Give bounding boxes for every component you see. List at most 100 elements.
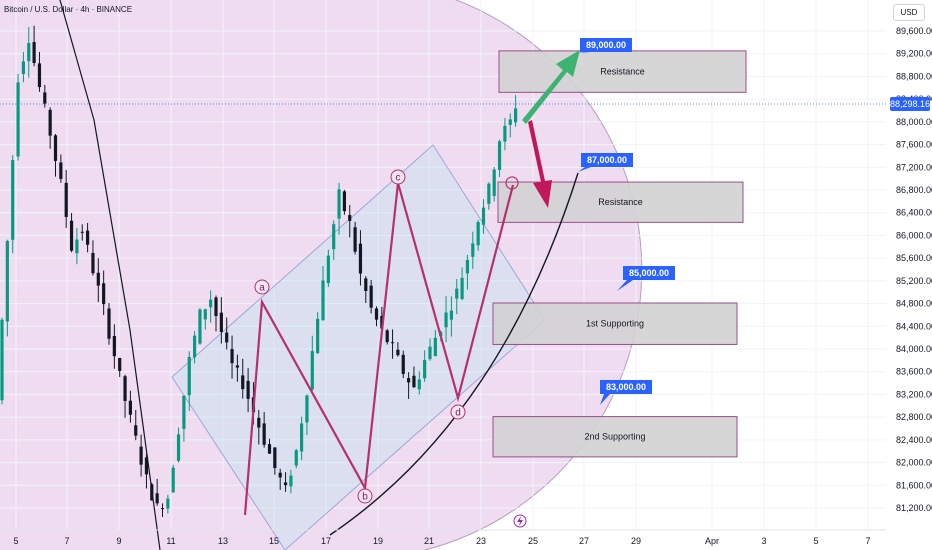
candle-body	[91, 252, 95, 274]
candle-body	[305, 395, 309, 423]
abcd-wave	[243, 182, 515, 516]
target-callout[interactable]	[600, 380, 652, 405]
candle-body	[171, 467, 175, 493]
candle-body	[374, 308, 379, 320]
candle-body	[283, 482, 288, 486]
candle-body	[385, 330, 389, 343]
candle-body	[214, 297, 218, 317]
wave-lines	[59, 0, 579, 550]
y-tick-label: 88,800.00	[896, 71, 932, 81]
candle-body	[407, 378, 411, 383]
candle-body	[337, 189, 341, 219]
candle-body	[53, 135, 58, 161]
y-tick-label: 81,200.00	[896, 503, 932, 513]
x-tick-label: 5	[13, 536, 18, 546]
candle-body	[32, 42, 36, 64]
candle-body	[203, 309, 207, 320]
candle-body	[118, 357, 122, 371]
wave-label-circle	[450, 404, 466, 420]
candle-body	[27, 43, 31, 62]
wave-label-circle	[254, 279, 270, 295]
zone-box	[492, 416, 738, 458]
candles-layer	[0, 25, 518, 517]
candle-body	[48, 109, 52, 136]
arrow-down-icon	[528, 120, 552, 208]
candle-body	[390, 342, 395, 344]
support-curve	[329, 172, 579, 536]
event-icon[interactable]	[513, 514, 527, 528]
y-tick-label: 86,800.00	[896, 185, 932, 195]
candle-body	[16, 82, 20, 157]
candle-body	[64, 182, 68, 217]
zone-label: Resistance	[598, 197, 643, 207]
candle-body	[267, 444, 272, 454]
wave-labels: a b c d	[254, 169, 519, 504]
target-callout[interactable]	[617, 266, 675, 291]
candle-body	[294, 450, 298, 466]
zone-label: 1st Supporting	[586, 319, 644, 329]
candle-body	[0, 319, 4, 401]
candle-body	[428, 346, 432, 360]
candle-body	[358, 243, 363, 274]
candle-body	[348, 215, 352, 221]
candle-body	[5, 241, 9, 322]
candle-body	[289, 475, 293, 487]
candle-body	[225, 332, 229, 343]
candle-body	[235, 365, 239, 368]
candle-body	[230, 349, 234, 364]
zone-label: 2nd Supporting	[584, 432, 645, 442]
target-callout-label: 89,000.00	[586, 40, 626, 50]
candle-body	[134, 425, 138, 436]
y-axis[interactable]: 89,600.0089,200.0088,800.0088,400.0088,0…	[886, 0, 932, 550]
y-tick-label: 84,400.00	[896, 321, 932, 331]
candle-body	[257, 417, 261, 428]
x-tick-label: 23	[476, 536, 486, 546]
wave-label: a	[259, 283, 265, 294]
candle-body	[487, 183, 491, 204]
zones-layer: Resistance Resistance 1st Supporting 2nd Su…	[492, 50, 747, 458]
candle-body	[342, 191, 346, 212]
lightning-icon[interactable]	[513, 514, 527, 528]
y-tick-label: 85,600.00	[896, 253, 932, 263]
wave-label: d	[455, 408, 461, 419]
candle-body	[497, 141, 502, 170]
zone-label: Resistance	[600, 67, 645, 77]
candle-body	[102, 283, 106, 305]
candle-body	[219, 312, 223, 332]
candle-body	[80, 231, 84, 233]
candle-body	[21, 61, 25, 74]
candle-body	[96, 272, 100, 286]
x-tick-label: 3	[761, 536, 766, 546]
candle-body	[455, 288, 459, 299]
x-tick-label: 25	[528, 536, 538, 546]
candle-body	[433, 337, 437, 357]
wave-label-circle	[390, 169, 406, 185]
y-tick-label: 83,200.00	[896, 389, 932, 399]
y-tick-label: 87,600.00	[896, 140, 932, 150]
zone-box	[492, 302, 738, 345]
candle-body	[155, 493, 159, 504]
candle-body	[471, 243, 475, 257]
currency-button[interactable]: USD	[893, 4, 925, 21]
x-tick-label: 11	[166, 536, 175, 546]
candle-body	[492, 169, 496, 196]
candle-body	[86, 230, 90, 245]
candle-body	[278, 472, 282, 478]
candle-body	[332, 224, 336, 250]
wave-label: c	[396, 173, 401, 184]
y-tick-label: 86,400.00	[896, 208, 932, 218]
candle-body	[412, 375, 416, 388]
x-axis[interactable]: 5 7 9 11 13 15 17 19 21 23 25 27 29 Apr 3 5 7	[0, 529, 886, 546]
zone-box	[498, 50, 747, 93]
candle-body	[160, 508, 165, 510]
target-callout[interactable]	[578, 38, 632, 53]
symbol-title[interactable]: Bitcoin / U.S. Dollar · 4h · BINANCE	[4, 5, 133, 14]
x-tick-label: 29	[631, 536, 641, 546]
candle-body	[112, 336, 116, 357]
target-callout-label: 87,000.00	[587, 155, 627, 165]
target-callout[interactable]	[578, 153, 633, 172]
y-tick-label: 89,600.00	[896, 26, 932, 36]
candle-body	[503, 125, 507, 142]
candle-body	[465, 259, 470, 274]
